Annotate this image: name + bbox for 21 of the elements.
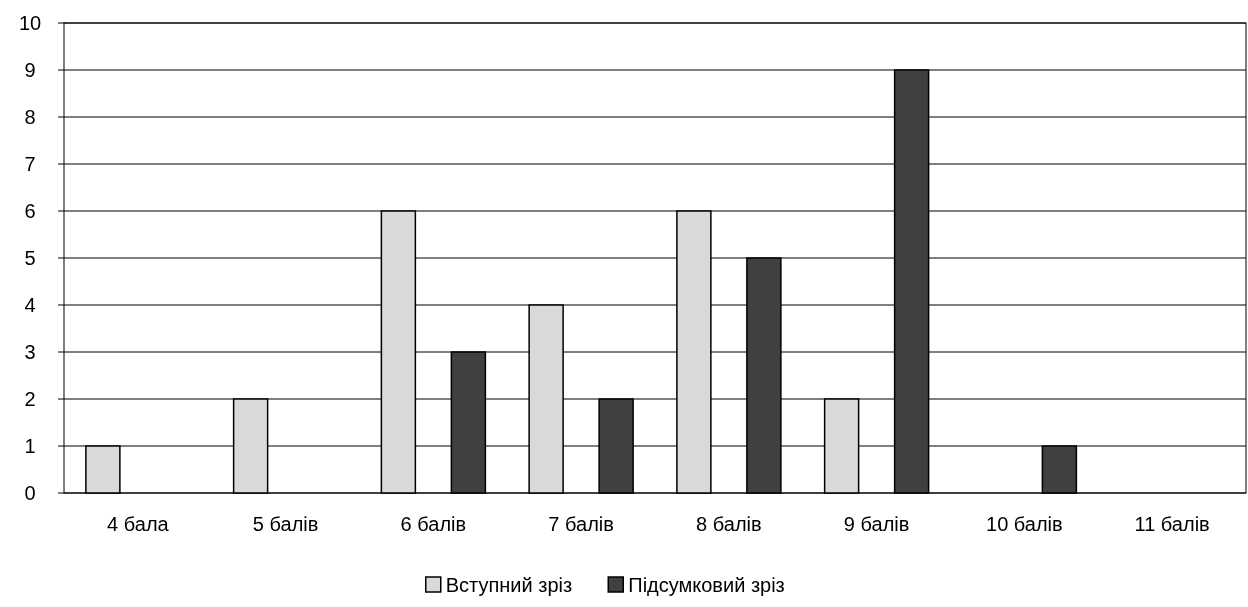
y-tick-label: 10 xyxy=(18,12,42,34)
y-tick-label: 2 xyxy=(24,388,36,410)
x-tick-label: 11 балів xyxy=(1134,513,1210,535)
y-tick-label: 8 xyxy=(24,106,36,128)
x-tick-label: 4 бала xyxy=(107,513,170,535)
y-tick-label: 4 xyxy=(24,294,36,316)
x-tick-label: 10 балів xyxy=(986,513,1063,535)
legend-label: Підсумковий зріз xyxy=(628,574,785,596)
y-tick-label: 7 xyxy=(24,153,36,175)
y-tick-label: 1 xyxy=(24,435,36,457)
legend-label: Вступний зріз xyxy=(445,574,573,596)
y-tick-label: 0 xyxy=(24,482,36,504)
x-tick-label: 9 балів xyxy=(843,513,910,535)
x-tick-label: 6 балів xyxy=(400,513,467,535)
y-tick-label: 5 xyxy=(24,247,36,269)
y-tick-label: 3 xyxy=(24,341,36,363)
y-tick-label: 6 xyxy=(24,200,36,222)
x-tick-label: 5 балів xyxy=(252,513,319,535)
x-tick-label: 8 балів xyxy=(696,513,762,535)
y-tick-label: 9 xyxy=(24,59,36,81)
x-tick-label: 7 балів xyxy=(548,513,614,535)
